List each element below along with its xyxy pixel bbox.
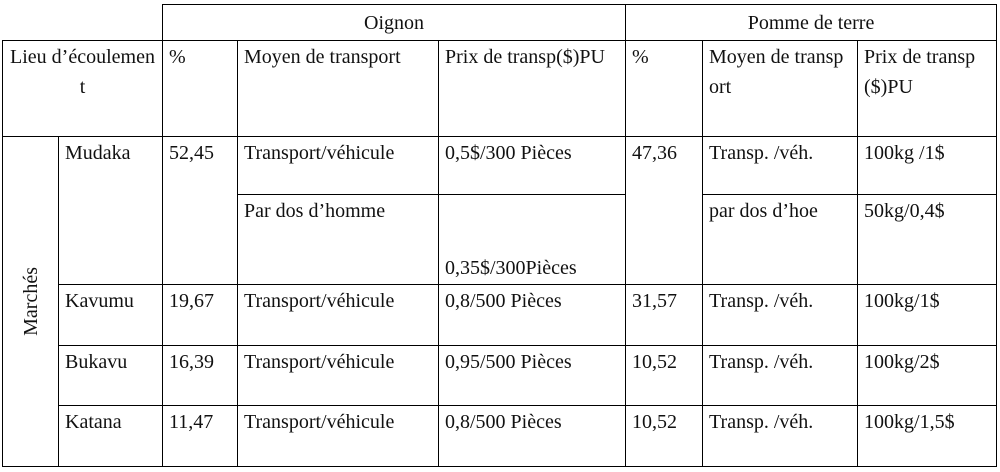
place: Kavumu xyxy=(58,284,163,346)
transport: Transport/véhicule xyxy=(237,136,439,195)
header-row: Lieu d’écoulement % Moyen de transport P… xyxy=(2,40,998,137)
price: 50kg/0,4$ xyxy=(857,194,998,285)
transport: Par dos d’homme xyxy=(237,194,439,285)
row: Par dos d’homme 0,35$/300Pièces par dos … xyxy=(3,194,998,285)
transport: Transp. /véh. xyxy=(702,136,859,195)
transport: Transport/véhicule xyxy=(237,405,439,467)
place: Katana xyxy=(58,405,163,467)
price: 0,35$/300Pièces xyxy=(437,194,627,285)
place: Bukavu xyxy=(58,345,163,406)
column-header: % xyxy=(625,40,704,137)
percent: 52,45 xyxy=(162,136,238,285)
group-cell: Marchés xyxy=(2,136,59,467)
percent: 16,39 xyxy=(162,345,238,406)
price: 100kg/1$ xyxy=(857,284,998,346)
price: 100kg/2$ xyxy=(857,345,998,406)
transport: Transp. /véh. xyxy=(702,345,859,406)
data-table: Oignon Pomme de terre Lieu d’écoulement … xyxy=(2,4,998,467)
location-header: Lieu d’écoulement xyxy=(2,40,163,137)
price: 0,8/500 Pièces xyxy=(437,405,627,467)
transport: Transp. /véh. xyxy=(702,284,859,346)
row: Marchés Mudaka 52,45 Transport/véhicule … xyxy=(2,136,998,467)
empty-cell xyxy=(2,4,163,41)
transport: Transport/véhicule xyxy=(237,284,439,346)
percent: 31,57 xyxy=(625,284,704,346)
row: Katana 11,47 Transport/véhicule 0,8/500 … xyxy=(3,405,998,467)
price: 0,5$/300 Pièces xyxy=(437,136,627,195)
group-label: Marchés xyxy=(19,267,42,336)
percent: 10,52 xyxy=(625,405,704,467)
transport: Transp. /véh. xyxy=(702,405,859,467)
column-header: Moyen de transport xyxy=(702,40,859,137)
header-row: Oignon Pomme de terre xyxy=(2,4,998,41)
percent: 11,47 xyxy=(162,405,238,467)
percent: 47,36 xyxy=(625,136,704,285)
column-header: Prix de transp($)PU xyxy=(437,40,627,137)
place: Mudaka xyxy=(58,136,163,285)
row: Bukavu 16,39 Transport/véhicule 0,95/500… xyxy=(3,345,998,406)
crop-header: Oignon xyxy=(161,4,627,41)
price: 100kg /1$ xyxy=(857,136,998,195)
transport: par dos d’hoe xyxy=(702,194,859,285)
row: Kavumu 19,67 Transport/véhicule 0,8/500 … xyxy=(3,284,998,346)
crop-header: Pomme de terre xyxy=(625,4,998,41)
column-header: % xyxy=(162,40,238,137)
price: 0,8/500 Pièces xyxy=(437,284,627,346)
percent: 19,67 xyxy=(162,284,238,346)
price: 100kg/1,5$ xyxy=(857,405,998,467)
price: 0,95/500 Pièces xyxy=(437,345,627,406)
transport: Transport/véhicule xyxy=(237,345,439,406)
column-header: Moyen de transport xyxy=(237,40,439,137)
percent: 10,52 xyxy=(625,345,704,406)
column-header: Prix de transp($)PU xyxy=(857,40,998,137)
